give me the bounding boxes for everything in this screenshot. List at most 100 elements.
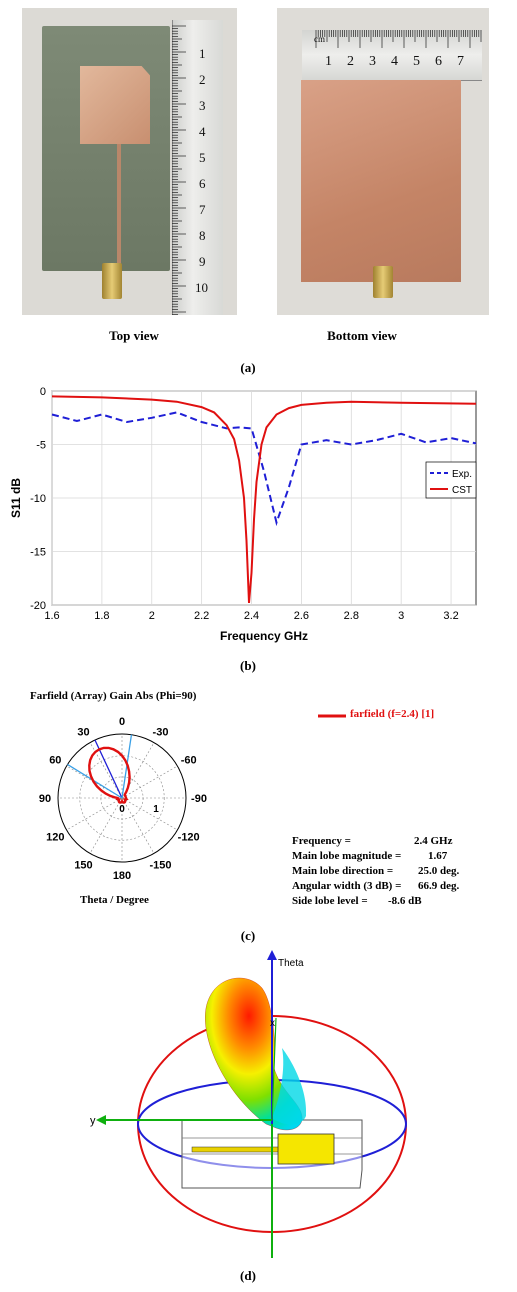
polar-angle-label: 120 [46, 832, 64, 844]
polar-angle-label: 30 [77, 726, 89, 738]
x-axis-3d [271, 1017, 277, 1121]
x-tick-label: 2.2 [194, 610, 209, 622]
y-tick-label: -15 [30, 547, 46, 559]
caption-a: (a) [240, 360, 256, 375]
polar-angle-label: 150 [74, 860, 92, 872]
polar-angle-label: -90 [191, 793, 207, 805]
polar-outer-circle [57, 733, 187, 863]
info-row: Frequency = 2.4 GHz [292, 834, 459, 849]
ruler-ticks-horizontal [315, 30, 482, 48]
polar-angle-label: 180 [113, 870, 131, 882]
polar-radial-label: 0 [119, 804, 125, 815]
ruler-number: 10 [195, 280, 208, 295]
x-tick-label: 3 [398, 610, 404, 622]
ruler-number: 2 [199, 72, 206, 87]
x-tick-label: 2.4 [244, 610, 259, 622]
x-tick-label: 2.6 [294, 610, 309, 622]
ground-plane [301, 80, 461, 282]
polar-angle-label: -120 [178, 832, 200, 844]
x-tick-label: 1.6 [44, 610, 59, 622]
polar-spoke [121, 765, 178, 799]
info-value: 25.0 deg. [418, 865, 460, 877]
bottom-view-label: Bottom view [327, 328, 397, 343]
series-line-cst [51, 395, 477, 603]
y-axis-label: S11 dB [9, 478, 23, 518]
info-value: 2.4 GHz [414, 835, 453, 847]
polar-spoke [66, 797, 123, 831]
y-tick-label: 0 [40, 386, 46, 398]
farfield-title: Farfield (Array) Gain Abs (Phi=90) [30, 690, 197, 702]
ruler-ticks-vertical [172, 25, 186, 315]
radiation-pattern [88, 746, 131, 804]
info-label: Side lobe level = [292, 895, 368, 907]
copper-patch [80, 66, 150, 144]
info-label: Main lobe direction = [292, 865, 394, 877]
info-label: Main lobe magnitude = [292, 850, 402, 862]
polar-radial-label: 1 [153, 804, 159, 815]
info-value: 1.67 [428, 850, 448, 862]
info-row: Main lobe direction = 25.0 deg. [292, 864, 459, 879]
polar-spoke [121, 797, 178, 831]
bottom-view-photo: cm 1 2 3 4 5 6 7 [277, 8, 489, 315]
x-tick-label: 2.8 [344, 610, 359, 622]
ruler-number: 7 [457, 54, 464, 69]
ruler-number: 5 [199, 150, 206, 165]
ruler-number: 4 [391, 54, 398, 69]
patch-3d [277, 1133, 335, 1165]
polar-spoke [121, 797, 155, 854]
sma-connector [373, 266, 393, 298]
x-tick-label: 2 [149, 610, 155, 622]
caption-c: (c) [240, 928, 256, 943]
ruler-unit: cm [314, 34, 325, 44]
x-tick-label: 3.2 [443, 610, 458, 622]
info-value: -8.6 dB [388, 895, 422, 907]
info-row: Main lobe magnitude = 1.67 [292, 849, 459, 864]
back-lobe [272, 1048, 307, 1125]
caption-d: (d) [240, 1268, 256, 1283]
polar-angle-label: -30 [153, 726, 169, 738]
legend-label-exp: Exp. [452, 469, 472, 480]
info-label: Angular width (3 dB) = [292, 880, 402, 892]
pcb-substrate [42, 26, 170, 271]
polar-inner-circle [79, 755, 165, 841]
ruler-number: 9 [199, 254, 206, 269]
x-axis-label-3d: x [270, 1018, 275, 1029]
theta-axis-label: Theta [278, 958, 304, 969]
x-tick-label: 1.8 [94, 610, 109, 622]
ruler-number: 4 [199, 124, 206, 139]
top-view-photo: 1 2 3 4 5 6 7 8 9 10 [22, 8, 237, 315]
polar-angle-label: 0 [119, 716, 125, 728]
s11-chart: 1.6 1.8 2 2.2 2.4 2.6 2.8 3 3.2 0 -5 -10 -15 -20 S11 … [9, 386, 477, 643]
y-axis-label-3d: y [90, 1115, 96, 1127]
ruler-number: 5 [413, 54, 420, 69]
legend: Exp. CST [425, 461, 477, 499]
info-row: Side lobe level = -8.6 dB [292, 894, 459, 909]
legend-line-farfield [318, 714, 346, 718]
caption-b: (b) [240, 658, 256, 673]
info-label: Frequency = [292, 835, 351, 847]
farfield-info: Frequency = 2.4 GHz Main lobe magnitude =… [292, 834, 459, 909]
polar-angle-label: 60 [49, 755, 61, 767]
ruler-number: 3 [199, 98, 206, 113]
polar-spoke [89, 797, 123, 854]
ruler-number: 1 [325, 54, 332, 69]
info-row: Angular width (3 dB) = 66.9 deg. [292, 879, 459, 894]
polar-angle-label: -60 [181, 755, 197, 767]
farfield-legend: farfield (f=2.4) [1] [350, 708, 435, 720]
ruler-number: 6 [199, 176, 206, 191]
ruler-number: 6 [435, 54, 442, 69]
feed-line-3d [191, 1146, 281, 1153]
info-value: 66.9 deg. [418, 880, 460, 892]
polar-spoke [121, 742, 155, 799]
x-axis-label: Frequency GHz [220, 629, 308, 643]
3d-pattern: Theta y x [90, 950, 407, 1258]
series-line-exp [51, 411, 477, 527]
ruler-number: 2 [347, 54, 354, 69]
y-tick-label: -5 [36, 440, 46, 452]
feed-line [117, 144, 121, 274]
sma-connector [102, 263, 122, 299]
ruler-number: 1 [199, 46, 206, 61]
ruler-number: 3 [369, 54, 376, 69]
y-tick-label: -10 [30, 493, 46, 505]
ruler-number: 7 [199, 202, 206, 217]
